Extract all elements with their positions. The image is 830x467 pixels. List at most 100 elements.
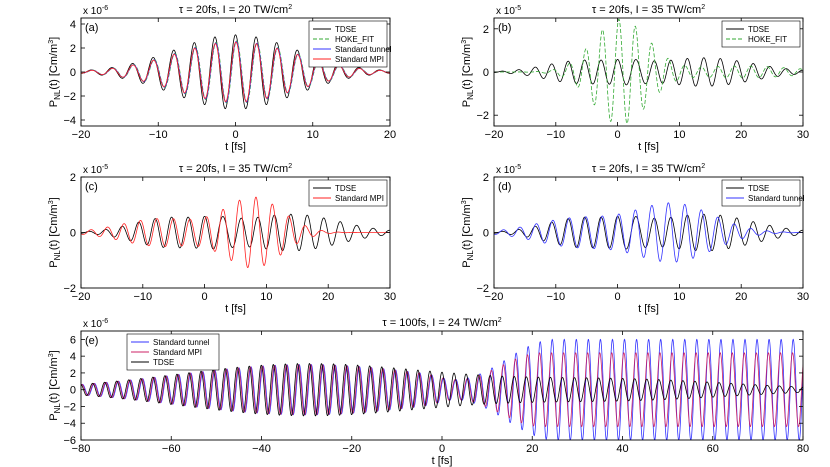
- panel-e-ytick-label: −6: [63, 435, 76, 447]
- panel-d-xtick-label: −20: [485, 291, 504, 303]
- panel-d-panel-label: (d): [498, 181, 511, 193]
- panel-c-xtick-label: 20: [322, 291, 334, 303]
- panel-d-series-group: [494, 202, 803, 263]
- panel-e-xlabel: t [fs]: [432, 455, 453, 467]
- panel-e-ytick-label: −4: [63, 418, 76, 430]
- panel-b-xtick-label: 0: [615, 129, 621, 141]
- panel-d-series-tdse: [494, 213, 803, 252]
- panel-e-legend-label: TDSE: [153, 358, 174, 367]
- panel-d-series-standard-tunnel: [494, 202, 803, 263]
- panel-a-legend-label: Standard tunnel: [335, 45, 392, 54]
- panel-b-ytick-label: 2: [483, 24, 489, 36]
- panel-e-ytick-label: 0: [70, 385, 76, 397]
- panel-a-ytick-label: 4: [70, 19, 76, 31]
- panel-c-title: τ = 20fs, I = 35 TW/cm2: [179, 163, 292, 175]
- panel-c-xtick-label: 30: [384, 291, 396, 303]
- panel-d-legend-label: Standard tunnel: [748, 194, 805, 203]
- panel-b-multiplier: x 10-5: [496, 5, 521, 17]
- panel-c-xtick-label: 10: [260, 291, 272, 303]
- panel-c-ytick-label: −2: [63, 283, 76, 295]
- panel-c-legend-box: [308, 179, 388, 207]
- panel-c-ytick-label: 0: [70, 228, 76, 240]
- panel-e-ytick-label: 4: [70, 351, 76, 363]
- panel-e-series-group: [81, 338, 803, 440]
- panel-e-xtick-label: −20: [342, 443, 361, 455]
- panel-c-series-group: [81, 196, 390, 269]
- panel-a-title: τ = 20fs, I = 20 TW/cm2: [179, 4, 292, 16]
- panel-a-xlabel: t [fs]: [225, 141, 246, 153]
- panel-d-legend-box: [721, 179, 801, 207]
- panel-d-xtick-label: −10: [546, 291, 565, 303]
- panel-d-title: τ = 20fs, I = 35 TW/cm2: [592, 163, 705, 175]
- panel-c-legend-label: Standard MPI: [335, 194, 384, 203]
- panel-a-ytick-label: 0: [70, 67, 76, 79]
- panel-a-ytick-label: −4: [63, 115, 76, 127]
- panel-b-ylabel: PNL(t) [Cm/m3]: [461, 37, 475, 107]
- panel-a-xtick-label: 20: [384, 129, 396, 141]
- panel-e-legend-label: Standard MPI: [153, 348, 202, 357]
- panel-b-xlabel: t [fs]: [638, 141, 659, 153]
- panel-a-legend-label: HOKE_FIT: [335, 35, 374, 44]
- panel-c-xtick-label: 0: [202, 291, 208, 303]
- panel-c-ylabel: PNL(t) [Cm/m3]: [48, 197, 62, 267]
- panel-d-ytick-label: 2: [483, 172, 489, 184]
- panel-a-ylabel: PNL(t) [Cm/m3]: [48, 37, 62, 107]
- panel-e-xtick-label: −60: [162, 443, 181, 455]
- panel-b-xtick-label: 10: [673, 129, 685, 141]
- panel-c-xtick-label: −10: [133, 291, 152, 303]
- panel-c-series-standard-mpi: [81, 196, 390, 269]
- panel-e-ytick-label: 2: [70, 368, 76, 380]
- panel-a-ytick-label: 2: [70, 43, 76, 55]
- panel-c-panel-label: (c): [85, 181, 98, 193]
- panel-a-xtick-label: 0: [232, 129, 238, 141]
- panel-e-ylabel: PNL(t) [Cm/m3]: [48, 350, 62, 420]
- panel-e-title: τ = 100fs, I = 24 TW/cm2: [382, 317, 501, 329]
- panel-b-title: τ = 20fs, I = 35 TW/cm2: [592, 4, 705, 16]
- panel-c-xtick-label: −20: [72, 291, 91, 303]
- panel-d-ytick-label: −2: [476, 283, 489, 295]
- panel-b-series-group: [494, 18, 803, 125]
- panel-d-multiplier: x 10-5: [496, 164, 521, 176]
- panel-d-xtick-label: 20: [735, 291, 747, 303]
- panel-a-ytick-label: −2: [63, 91, 76, 103]
- panel-c-multiplier: x 10-5: [83, 164, 108, 176]
- panel-e-ytick-label: −2: [63, 401, 76, 413]
- panel-d-legend-label: TDSE: [748, 184, 769, 193]
- panel-d-ytick-label: 0: [483, 228, 489, 240]
- panel-e-legend-label: Standard tunnel: [153, 338, 210, 347]
- panel-a-multiplier: x 10-6: [83, 5, 108, 17]
- panel-d-ylabel: PNL(t) [Cm/m3]: [461, 197, 475, 267]
- panel-c-series-tdse: [81, 213, 390, 252]
- panel-b-ytick-label: 0: [483, 67, 489, 79]
- panel-a-legend-label: TDSE: [335, 25, 356, 34]
- panel-e-series-standard-mpi: [81, 352, 803, 428]
- panel-b-xtick-label: 30: [797, 129, 809, 141]
- panel-c-legend-label: TDSE: [335, 184, 356, 193]
- panel-b-xtick-label: −20: [485, 129, 504, 141]
- panel-b-legend-box: [721, 20, 801, 48]
- panel-d-xtick-label: 30: [797, 291, 809, 303]
- panel-b-xtick-label: 20: [735, 129, 747, 141]
- panel-c-ytick-label: 2: [70, 172, 76, 184]
- panel-e-xtick-label: 80: [797, 443, 809, 455]
- panel-e-xtick-label: 0: [439, 443, 445, 455]
- panel-b-series-tdse: [494, 57, 803, 87]
- panel-e-legend-box: [126, 333, 220, 371]
- panel-d-xtick-label: 0: [615, 291, 621, 303]
- panel-b-xtick-label: −10: [546, 129, 565, 141]
- panel-e-multiplier: x 10-6: [83, 318, 108, 330]
- panel-c-xlabel: t [fs]: [225, 303, 246, 315]
- panel-a-legend-label: Standard MPI: [335, 55, 384, 64]
- panel-e-series-tdse: [81, 362, 803, 417]
- panel-e-xtick-label: −40: [252, 443, 271, 455]
